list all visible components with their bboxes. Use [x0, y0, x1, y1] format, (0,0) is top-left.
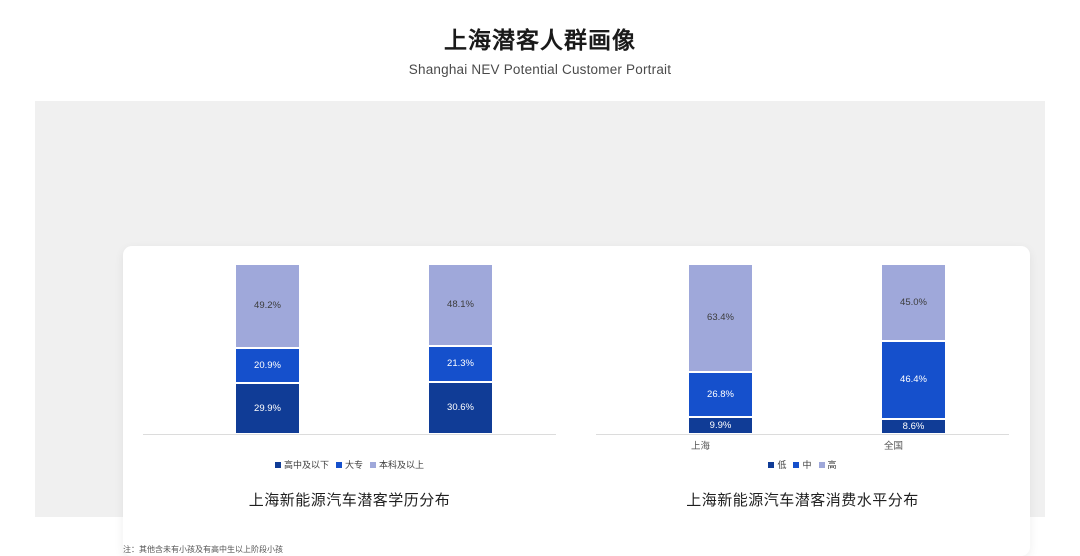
legend-label: 高: [827, 460, 837, 470]
chart-consumption-category-labels: 上海 全国: [596, 438, 1009, 454]
bar-segment[interactable]: 30.6%: [428, 381, 493, 434]
chart-consumption-caption: 上海新能源汽车潜客消费水平分布: [686, 492, 919, 509]
bar-value-label: 46.4%: [900, 374, 927, 386]
page-header: 上海潜客人群画像 Shanghai NEV Potential Customer…: [0, 0, 1080, 77]
x-axis-line: [596, 434, 1009, 435]
bar-segment[interactable]: 29.9%: [235, 383, 300, 434]
bar-segment[interactable]: 20.9%: [235, 347, 300, 384]
category-label: 上海: [690, 441, 710, 452]
legend-item[interactable]: 高: [818, 458, 837, 471]
bar-value-label: 29.9%: [254, 402, 281, 414]
x-axis-line: [143, 434, 556, 435]
legend-label: 高中及以下: [283, 460, 329, 470]
page-subtitle: Shanghai NEV Potential Customer Portrait: [408, 61, 672, 77]
chart-consumption-legend[interactable]: 低中高: [576, 458, 1029, 471]
bar-segment[interactable]: 9.9%: [688, 417, 753, 434]
chart-education-legend[interactable]: 高中及以下 大专 本科及以上: [123, 458, 576, 471]
legend-item[interactable]: 大专: [335, 458, 363, 471]
legend-swatch-icon: [793, 461, 800, 468]
bar-value-label: 63.4%: [707, 311, 734, 323]
legend-swatch-icon: [335, 461, 342, 468]
bar-value-label: 21.3%: [447, 358, 474, 370]
bar-segment[interactable]: 8.6%: [881, 419, 946, 434]
legend-swatch-icon: [370, 461, 376, 468]
bar-segment[interactable]: 21.3%: [428, 345, 493, 382]
bar-segment[interactable]: 48.1%: [428, 264, 493, 346]
legend-swatch-icon: [274, 461, 281, 468]
chart-education: 49.2% 20.9% 29.9% 48.1% 21.3% 30.6% 高中及以下 大专 本…: [123, 246, 576, 556]
bar-value-label: 48.1%: [447, 299, 474, 311]
legend-label: 大专: [344, 460, 363, 470]
legend-item[interactable]: 本科及以上: [370, 458, 424, 471]
bar-value-label: 45.0%: [900, 296, 927, 308]
legend-label: 中: [802, 460, 812, 470]
bar-value-label: 9.9%: [709, 419, 732, 431]
charts-container: 49.2% 20.9% 29.9% 48.1% 21.3% 30.6% 高中及以下 大专 本…: [123, 246, 1030, 556]
footnote-text: 注：其他含未有小孩及有高中生以上阶段小孩: [123, 545, 283, 554]
bar-value-label: 30.6%: [447, 402, 474, 414]
footnote: 注：其他含未有小孩及有高中生以上阶段小孩: [123, 544, 1030, 555]
legend-item[interactable]: 中: [793, 458, 812, 471]
legend-label: 低: [777, 460, 787, 470]
chart-education-caption: 上海新能源汽车潜客学历分布: [248, 492, 451, 509]
chart-education-category-labels: [143, 438, 556, 454]
legend-item[interactable]: 低: [768, 458, 786, 471]
bar-segment[interactable]: 46.4%: [881, 340, 946, 420]
chart-consumption: 63.4% 26.8% 9.9% 45.0% 46.4% 8.6% 上海 全国 低 中 高 上…: [576, 246, 1029, 556]
chart-card: 49.2% 20.9% 29.9% 48.1% 21.3% 30.6% 高中及以下 大专 本…: [123, 246, 1030, 556]
page-title: 上海潜客人群画像: [444, 27, 636, 53]
chart-consumption-plot: 63.4% 26.8% 9.9% 45.0% 46.4% 8.6%: [596, 263, 1009, 434]
bar-group[interactable]: 48.1% 21.3% 30.6%: [428, 264, 493, 434]
category-label: 全国: [883, 441, 903, 452]
legend-swatch-icon: [818, 461, 825, 468]
legend-swatch-icon: [768, 461, 775, 468]
chart-education-plot: 49.2% 20.9% 29.9% 48.1% 21.3% 30.6%: [143, 264, 556, 434]
bar-segment[interactable]: 26.8%: [688, 371, 753, 418]
bar-value-label: 26.8%: [707, 388, 734, 400]
bar-segment[interactable]: 45.0%: [881, 264, 946, 341]
bar-group[interactable]: 63.4% 26.8% 9.9%: [688, 263, 753, 434]
bar-group[interactable]: 49.2% 20.9% 29.9%: [235, 264, 300, 434]
legend-label: 本科及以上: [379, 460, 425, 470]
bar-value-label: 20.9%: [254, 359, 281, 371]
gray-panel: 49.2% 20.9% 29.9% 48.1% 21.3% 30.6% 高中及以下 大专 本…: [35, 101, 1045, 556]
bar-value-label: 8.6%: [902, 420, 925, 432]
bar-segment[interactable]: 49.2%: [235, 264, 300, 348]
legend-item[interactable]: 高中及以下: [274, 458, 329, 471]
bar-segment[interactable]: 63.4%: [688, 263, 753, 372]
bar-group[interactable]: 45.0% 46.4% 8.6%: [881, 264, 946, 434]
bar-value-label: 49.2%: [254, 300, 281, 312]
